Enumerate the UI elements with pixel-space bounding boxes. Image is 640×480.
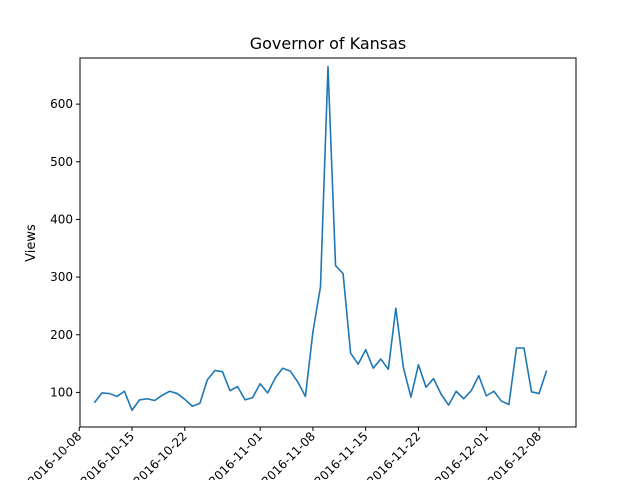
series-line-views — [93, 65, 548, 412]
y-tick-label: 100 — [50, 385, 73, 399]
y-tick-label: 500 — [50, 155, 73, 169]
plot-frame — [79, 57, 577, 428]
y-tick-label: 400 — [50, 212, 73, 226]
series-layer — [93, 65, 548, 412]
y-axis-label: Views — [24, 224, 39, 262]
chart-title: Governor of Kansas — [250, 34, 407, 53]
y-axis: 100 200 300 400 500 600 — [50, 97, 80, 399]
y-tick-label: 200 — [50, 328, 73, 342]
y-tick-label: 600 — [50, 97, 73, 111]
y-tick-label: 300 — [50, 270, 73, 284]
